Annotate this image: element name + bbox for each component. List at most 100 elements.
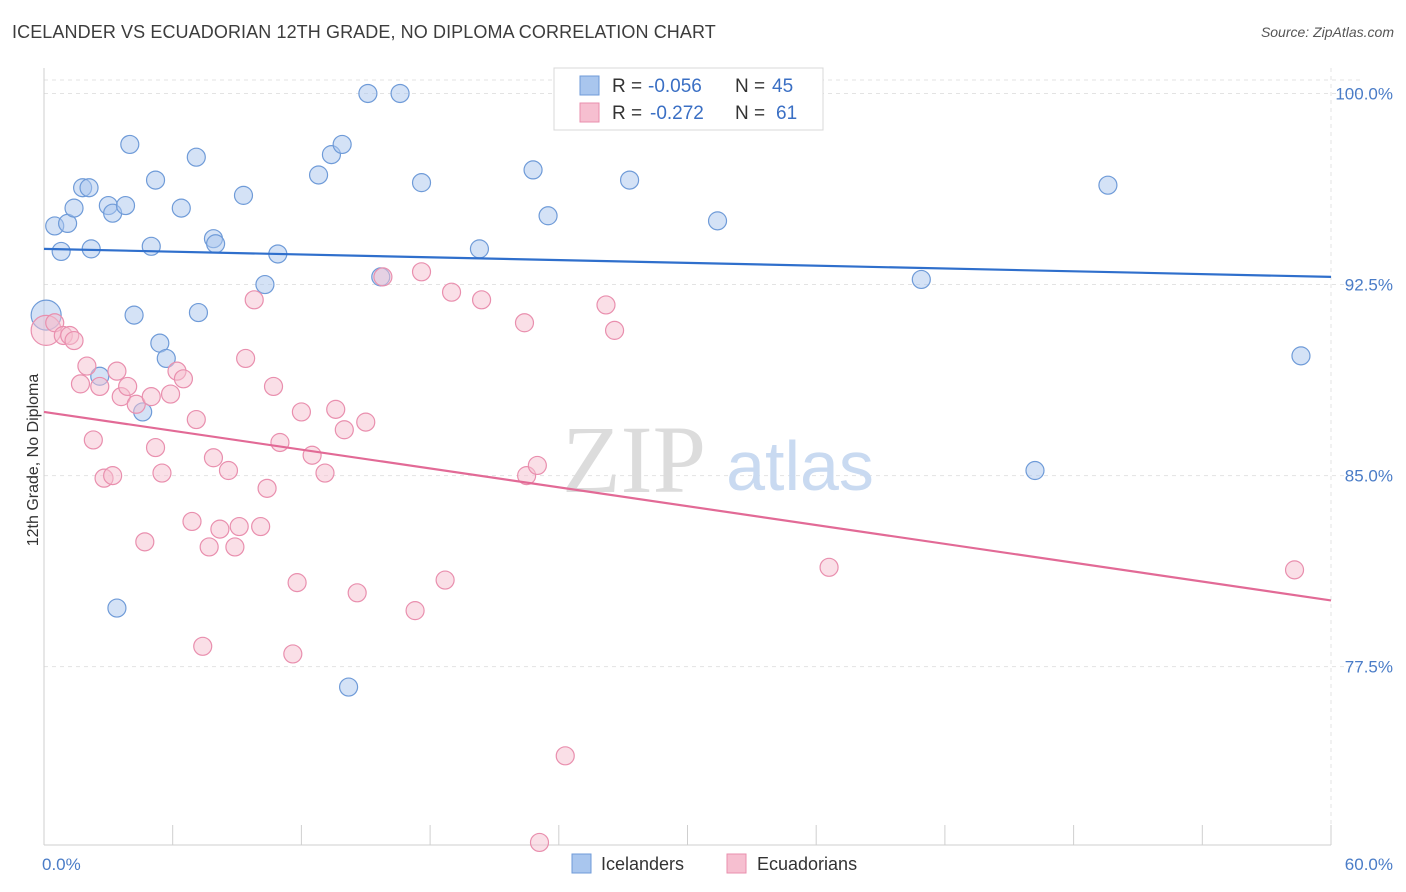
point-ecuadorians-22: [182, 511, 202, 532]
point-ecuadorians-51: [471, 290, 492, 310]
point-icelanders-32: [358, 83, 378, 104]
point-ecuadorians-44: [347, 583, 367, 603]
point-icelanders-11: [107, 598, 127, 618]
point-icelanders-17: [145, 170, 166, 190]
point-ecuadorians-54: [527, 455, 547, 476]
point-icelanders-40: [707, 211, 728, 231]
series-legend: Icelanders Ecuadorians: [571, 853, 857, 874]
point-icelanders-24: [206, 234, 226, 254]
point-icelanders-38: [538, 206, 558, 226]
point-icelanders-34: [390, 83, 410, 104]
point-ecuadorians-18: [152, 463, 172, 483]
point-ecuadorians-10: [103, 466, 123, 486]
y-tick-labels: 77.5% 85.0% 92.5% 100.0%: [1335, 84, 1393, 676]
point-ecuadorians-6: [77, 356, 97, 376]
point-ecuadorians-39: [291, 402, 311, 422]
legend-r-value-2: -0.272: [650, 103, 704, 124]
source-credit: Source: ZipAtlas.com: [1260, 24, 1394, 40]
point-icelanders-16: [141, 236, 161, 256]
point-icelanders-44: [1291, 346, 1311, 366]
chart-title: ICELANDER VS ECUADORIAN 12TH GRADE, NO D…: [12, 22, 716, 42]
point-ecuadorians-60: [1284, 560, 1305, 580]
legend-n-value-1: 45: [772, 76, 793, 97]
point-icelanders-26: [255, 274, 275, 295]
point-ecuadorians-38: [287, 573, 307, 593]
watermark: ZIP atlas: [562, 406, 874, 513]
point-ecuadorians-59: [819, 557, 839, 577]
point-ecuadorians-48: [405, 601, 425, 621]
point-ecuadorians-5: [70, 374, 91, 394]
y-tick-label-1: 85.0%: [1345, 467, 1393, 486]
x-tick-labels: 0.0% 60.0%: [42, 855, 1393, 874]
point-ecuadorians-21: [173, 369, 194, 389]
axes: [43, 68, 1332, 846]
point-ecuadorians-55: [529, 832, 550, 853]
point-icelanders-39: [619, 170, 640, 190]
point-ecuadorians-15: [135, 532, 155, 552]
x-tick-label-0: 0.0%: [42, 855, 81, 874]
point-icelanders-42: [1025, 460, 1045, 481]
point-ecuadorians-31: [236, 348, 256, 369]
y-axis-label: 12th Grade, No Diploma: [25, 374, 42, 547]
legend-r-value-1: -0.056: [648, 76, 702, 97]
point-icelanders-6: [79, 178, 99, 198]
point-icelanders-4: [64, 198, 84, 218]
point-icelanders-28: [308, 165, 329, 185]
point-icelanders-13: [120, 134, 140, 155]
point-ecuadorians-42: [326, 399, 346, 419]
legend-r-label-2: R =: [612, 103, 642, 124]
y-tick-label-0: 77.5%: [1345, 658, 1393, 677]
legend-r-label-1: R =: [612, 76, 642, 97]
trend-lines: [43, 247, 1332, 602]
point-ecuadorians-27: [210, 519, 230, 539]
point-ecuadorians-50: [441, 282, 462, 302]
point-ecuadorians-37: [283, 644, 303, 664]
data-points: [30, 83, 1311, 853]
point-icelanders-36: [469, 239, 490, 259]
legend: R = -0.056 N = 45 R = -0.272 N = 61: [553, 67, 824, 131]
point-icelanders-37: [523, 160, 543, 180]
point-ecuadorians-7: [83, 430, 103, 450]
point-ecuadorians-45: [356, 412, 376, 432]
point-icelanders-2: [51, 241, 71, 262]
bottom-legend-swatch-icelanders: [571, 853, 592, 874]
point-icelanders-31: [338, 677, 359, 697]
point-ecuadorians-26: [203, 448, 224, 468]
point-ecuadorians-33: [251, 516, 271, 537]
point-ecuadorians-25: [199, 537, 219, 557]
legend-n-label-2: N =: [735, 103, 765, 124]
bottom-legend-swatch-ecuadorians: [726, 853, 747, 874]
point-ecuadorians-57: [596, 295, 616, 315]
bottom-legend-ecuadorians: Ecuadorians: [757, 854, 857, 874]
point-icelanders-20: [171, 198, 191, 218]
watermark-atlas: atlas: [726, 427, 874, 505]
point-ecuadorians-35: [263, 376, 284, 397]
point-ecuadorians-56: [555, 746, 575, 766]
point-ecuadorians-13: [118, 376, 138, 397]
point-ecuadorians-28: [218, 460, 239, 481]
trend-line-ecuadorians: [43, 410, 1332, 602]
point-icelanders-12: [115, 195, 136, 216]
point-ecuadorians-34: [257, 478, 277, 498]
point-ecuadorians-23: [186, 409, 206, 430]
point-ecuadorians-58: [604, 320, 625, 340]
trend-line-icelanders: [43, 247, 1332, 278]
point-ecuadorians-4: [64, 330, 84, 351]
point-icelanders-25: [233, 185, 254, 205]
point-ecuadorians-47: [411, 262, 432, 282]
legend-swatch-icelanders: [579, 75, 600, 96]
x-tick-label-1: 60.0%: [1345, 855, 1393, 874]
point-icelanders-21: [186, 147, 206, 167]
point-icelanders-41: [911, 269, 931, 290]
point-icelanders-43: [1098, 175, 1118, 195]
watermark-zip: ZIP: [562, 406, 706, 513]
point-ecuadorians-24: [193, 636, 213, 656]
point-ecuadorians-11: [107, 361, 127, 381]
point-ecuadorians-43: [334, 420, 354, 440]
point-icelanders-19: [156, 348, 176, 369]
point-ecuadorians-17: [145, 437, 166, 458]
point-ecuadorians-49: [435, 570, 455, 590]
point-ecuadorians-46: [373, 267, 393, 287]
point-icelanders-30: [332, 134, 352, 155]
legend-n-value-2: 61: [776, 103, 797, 124]
